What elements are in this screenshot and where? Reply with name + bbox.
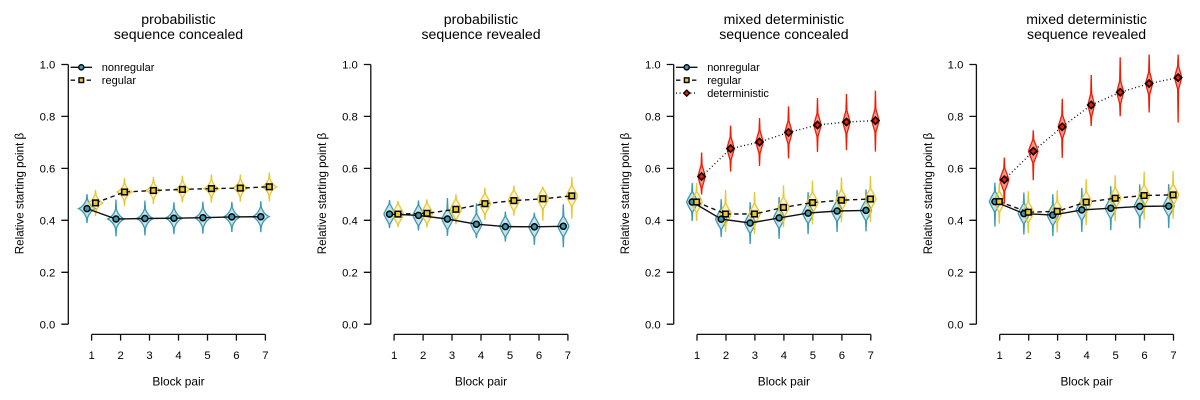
svg-text:3: 3: [1054, 350, 1060, 362]
svg-text:probabilistic: probabilistic: [141, 11, 215, 27]
svg-text:5: 5: [204, 350, 210, 362]
svg-text:0.2: 0.2: [948, 267, 964, 279]
svg-text:Block pair: Block pair: [455, 375, 507, 389]
svg-text:7: 7: [262, 350, 268, 362]
svg-text:6: 6: [536, 350, 542, 362]
svg-text:4: 4: [175, 350, 181, 362]
svg-text:6: 6: [233, 350, 239, 362]
svg-text:0.8: 0.8: [40, 112, 56, 124]
svg-text:1: 1: [997, 350, 1003, 362]
svg-text:0.8: 0.8: [948, 112, 964, 124]
svg-text:5: 5: [810, 350, 816, 362]
svg-text:7: 7: [565, 350, 571, 362]
svg-text:7: 7: [868, 350, 874, 362]
svg-text:0.2: 0.2: [342, 267, 358, 279]
svg-text:2: 2: [420, 350, 426, 362]
svg-text:Block pair: Block pair: [1060, 375, 1112, 389]
svg-text:1.0: 1.0: [645, 60, 661, 72]
svg-text:mixed deterministic: mixed deterministic: [724, 11, 845, 27]
svg-text:0.8: 0.8: [645, 112, 661, 124]
svg-text:0.0: 0.0: [40, 319, 56, 331]
svg-text:sequence revealed: sequence revealed: [421, 26, 540, 42]
svg-text:sequence concealed: sequence concealed: [114, 26, 243, 42]
svg-text:2: 2: [117, 350, 123, 362]
svg-text:0.4: 0.4: [342, 215, 358, 227]
svg-text:4: 4: [1083, 350, 1089, 362]
svg-text:0.6: 0.6: [40, 164, 56, 176]
svg-text:sequence concealed: sequence concealed: [719, 26, 848, 42]
svg-text:0.2: 0.2: [40, 267, 56, 279]
svg-text:0.0: 0.0: [342, 319, 358, 331]
svg-text:Block pair: Block pair: [152, 375, 204, 389]
svg-text:5: 5: [507, 350, 513, 362]
svg-text:3: 3: [146, 350, 152, 362]
svg-text:0.6: 0.6: [645, 164, 661, 176]
svg-text:probabilistic: probabilistic: [444, 11, 518, 27]
svg-text:1: 1: [88, 350, 94, 362]
svg-text:6: 6: [839, 350, 845, 362]
svg-text:5: 5: [1112, 350, 1118, 362]
svg-text:0.0: 0.0: [645, 319, 661, 331]
svg-text:Relative starting point β: Relative starting point β: [619, 132, 632, 254]
svg-text:mixed deterministic: mixed deterministic: [1026, 11, 1147, 27]
svg-text:1: 1: [694, 350, 700, 362]
svg-text:nonregular: nonregular: [707, 62, 760, 74]
svg-text:Relative starting point β: Relative starting point β: [316, 132, 329, 254]
svg-text:7: 7: [1170, 350, 1176, 362]
svg-text:3: 3: [752, 350, 758, 362]
svg-text:3: 3: [449, 350, 455, 362]
svg-text:sequence revealed: sequence revealed: [1027, 26, 1146, 42]
svg-text:0.0: 0.0: [948, 319, 964, 331]
svg-text:1.0: 1.0: [948, 60, 964, 72]
svg-text:Relative starting point β: Relative starting point β: [14, 132, 27, 254]
svg-text:0.8: 0.8: [342, 112, 358, 124]
svg-text:0.4: 0.4: [40, 215, 56, 227]
svg-text:2: 2: [723, 350, 729, 362]
svg-text:2: 2: [1026, 350, 1032, 362]
svg-text:1: 1: [391, 350, 397, 362]
svg-text:regular: regular: [707, 75, 742, 87]
svg-text:1.0: 1.0: [40, 60, 56, 72]
svg-text:Block pair: Block pair: [758, 375, 810, 389]
svg-text:0.6: 0.6: [948, 164, 964, 176]
svg-text:nonregular: nonregular: [102, 62, 155, 74]
svg-text:regular: regular: [102, 75, 137, 87]
svg-text:6: 6: [1141, 350, 1147, 362]
svg-text:4: 4: [781, 350, 787, 362]
svg-text:1.0: 1.0: [342, 60, 358, 72]
svg-text:0.6: 0.6: [342, 164, 358, 176]
svg-text:Relative starting point β: Relative starting point β: [922, 132, 935, 254]
svg-text:0.4: 0.4: [948, 215, 964, 227]
svg-text:4: 4: [478, 350, 484, 362]
svg-text:0.4: 0.4: [645, 215, 661, 227]
svg-text:0.2: 0.2: [645, 267, 661, 279]
svg-text:deterministic: deterministic: [707, 88, 769, 100]
